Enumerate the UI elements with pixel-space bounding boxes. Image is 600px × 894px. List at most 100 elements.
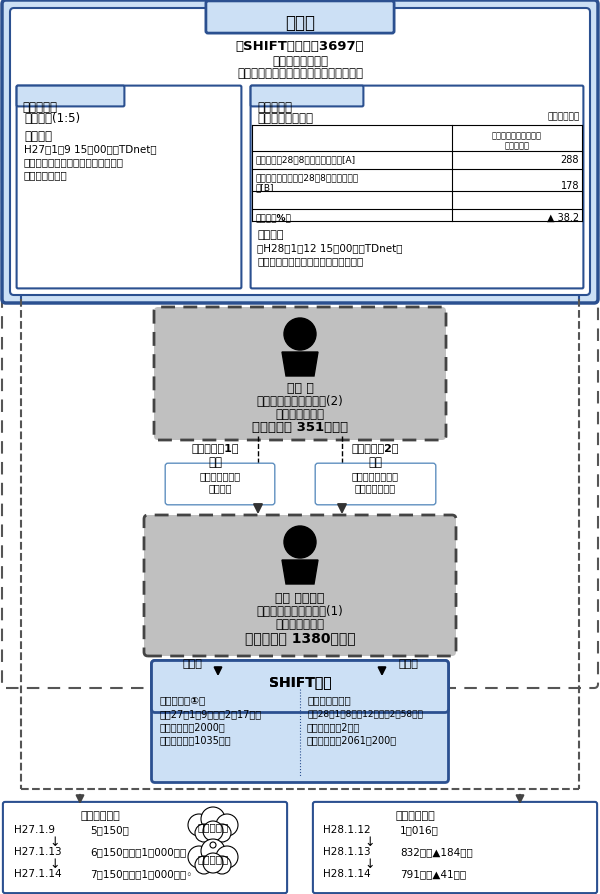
Text: ↓: ↓ — [50, 835, 60, 848]
FancyBboxPatch shape — [151, 661, 449, 713]
Circle shape — [195, 824, 213, 842]
Text: 【重要事実1】: 【重要事実1】 — [191, 443, 239, 452]
Text: 売付株数：2万株: 売付株数：2万株 — [307, 721, 360, 731]
Text: 「株式分割及び定款の一部変更に関: 「株式分割及び定款の一部変更に関 — [24, 156, 124, 167]
FancyBboxPatch shape — [17, 87, 124, 107]
Text: 「業績予想の修正に関するお知らせ」: 「業績予想の修正に関するお知らせ」 — [257, 256, 363, 266]
Text: 目的なし: 目的なし — [208, 483, 232, 493]
Text: ↓: ↓ — [365, 835, 375, 848]
Text: H27.1.9: H27.1.9 — [14, 824, 55, 834]
Circle shape — [188, 814, 210, 836]
FancyBboxPatch shape — [2, 1, 598, 688]
Text: ストップ高: ストップ高 — [197, 853, 229, 863]
Text: 5，150円: 5，150円 — [90, 824, 129, 834]
Circle shape — [216, 814, 238, 836]
Text: 単位：百万円: 単位：百万円 — [548, 112, 580, 121]
Text: 【違反行為２】: 【違反行為２】 — [307, 695, 351, 704]
Circle shape — [188, 846, 210, 868]
Text: 重要事実１: 重要事実１ — [22, 101, 57, 114]
Text: させる目的あり: させる目的あり — [355, 483, 395, 493]
Text: 株式分割(1:5): 株式分割(1:5) — [24, 112, 80, 125]
Circle shape — [201, 807, 225, 831]
Text: 売付け: 売付け — [398, 658, 418, 668]
Text: ストップ高: ストップ高 — [197, 821, 229, 831]
Circle shape — [210, 842, 216, 848]
FancyBboxPatch shape — [17, 87, 241, 289]
Text: 売付価額：2061万200円: 売付価額：2061万200円 — [307, 734, 397, 744]
Circle shape — [201, 839, 225, 863]
Text: 値[B]: 値[B] — [256, 182, 275, 192]
Text: 7，150円（＋1，000円）◦: 7，150円（＋1，000円）◦ — [90, 868, 193, 878]
Text: 買付け: 買付け — [182, 658, 202, 668]
Text: 178: 178 — [560, 181, 579, 190]
Text: H28.1.12: H28.1.12 — [323, 824, 371, 834]
FancyBboxPatch shape — [10, 9, 590, 296]
Circle shape — [213, 856, 231, 874]
Text: 課徴金納付命令対象者(2): 課徴金納付命令対象者(2) — [257, 394, 343, 408]
Text: 【株価推移】: 【株価推移】 — [395, 810, 435, 820]
FancyBboxPatch shape — [2, 1, 598, 304]
Text: （情報伝達者）: （情報伝達者） — [275, 408, 325, 420]
Text: SHIFT株式: SHIFT株式 — [269, 674, 331, 688]
Text: H28.1.13: H28.1.13 — [323, 846, 371, 856]
Text: 直近の平成28年8月期業績予想値[A]: 直近の平成28年8月期業績予想値[A] — [256, 155, 356, 164]
Polygon shape — [282, 561, 318, 585]
Text: 課徴金納付命令対象者(1): 課徴金納付命令対象者(1) — [257, 604, 343, 618]
Text: 【公表】: 【公表】 — [24, 130, 52, 143]
Circle shape — [203, 821, 223, 841]
Polygon shape — [282, 352, 318, 376]
Text: H28.1.14: H28.1.14 — [323, 868, 371, 878]
Text: SHIFT株式: SHIFT株式 — [269, 674, 331, 688]
Text: 伝達: 伝達 — [368, 455, 382, 468]
Text: ↓: ↓ — [365, 857, 375, 870]
Text: 買付価額：1035万円: 買付価額：1035万円 — [160, 734, 232, 744]
Circle shape — [284, 527, 316, 559]
Text: 【課徴金額 351万円】: 【課徴金額 351万円】 — [252, 420, 348, 434]
FancyBboxPatch shape — [144, 516, 456, 656]
Text: 1，016円: 1，016円 — [400, 824, 439, 834]
Text: 事業：ソフトウェアテストサービス事業: 事業：ソフトウェアテストサービス事業 — [237, 67, 363, 80]
Text: 6，150円（＋1，000円）: 6，150円（＋1，000円） — [90, 846, 186, 856]
Text: 【重要事実2】: 【重要事実2】 — [351, 443, 399, 452]
Text: 増減率（%）: 増減率（%） — [256, 213, 292, 222]
FancyBboxPatch shape — [165, 464, 275, 505]
Text: H28．1．12 15：00　（TDnet）: H28．1．12 15：00 （TDnet） — [257, 243, 403, 253]
Text: 重要事実２: 重要事実２ — [257, 101, 292, 114]
Text: 【公表】: 【公表】 — [257, 230, 284, 240]
FancyBboxPatch shape — [3, 802, 287, 893]
FancyBboxPatch shape — [251, 87, 364, 107]
Text: ㈱SHIFT（東マ：3697）: ㈱SHIFT（東マ：3697） — [236, 40, 364, 53]
FancyBboxPatch shape — [313, 802, 597, 893]
Text: 役員 甲: 役員 甲 — [287, 382, 313, 394]
Circle shape — [284, 318, 316, 350]
Text: H27.1.13: H27.1.13 — [14, 846, 62, 856]
Text: 832円（▲184円）: 832円（▲184円） — [400, 846, 473, 856]
Text: 【課徴金額 1380万円】: 【課徴金額 1380万円】 — [245, 630, 355, 645]
Circle shape — [195, 856, 213, 874]
FancyBboxPatch shape — [251, 87, 583, 289]
Text: 買付株数：2000株: 買付株数：2000株 — [160, 721, 226, 731]
Text: 役員 甲の知人: 役員 甲の知人 — [275, 591, 325, 604]
Text: H27．1．9 15：00　（TDnet）: H27．1．9 15：00 （TDnet） — [24, 144, 157, 154]
Text: 【違反行為①】: 【違反行為①】 — [160, 695, 206, 704]
FancyBboxPatch shape — [151, 661, 449, 782]
Circle shape — [216, 846, 238, 868]
FancyBboxPatch shape — [206, 2, 394, 34]
Text: 288: 288 — [560, 155, 579, 164]
Text: 平成28年1月8日〜12日午後2時58分頃: 平成28年1月8日〜12日午後2時58分頃 — [307, 708, 423, 717]
Text: （情報受領者）: （情報受領者） — [275, 618, 325, 630]
Text: 当期純利益: 当期純利益 — [505, 141, 530, 150]
Text: 791円（▲41円）: 791円（▲41円） — [400, 868, 466, 878]
Text: 【株価推移】: 【株価推移】 — [80, 810, 120, 820]
Text: 利益を得させる: 利益を得させる — [199, 470, 241, 480]
Circle shape — [203, 853, 223, 873]
Text: 純利益の下方修正: 純利益の下方修正 — [257, 112, 313, 125]
Text: 発行体: 発行体 — [285, 14, 315, 32]
Text: H27.1.14: H27.1.14 — [14, 868, 62, 878]
Text: 損失の発生を回避: 損失の発生を回避 — [352, 470, 398, 480]
Text: 伝達: 伝達 — [208, 455, 222, 468]
Text: 新たに算出した平成28年8月期業績予想: 新たに算出した平成28年8月期業績予想 — [256, 173, 359, 181]
Text: 平成27年1月9日午後2時17分頃: 平成27年1月9日午後2時17分頃 — [160, 708, 262, 718]
Text: するお知らせ」: するお知らせ」 — [24, 170, 68, 180]
Text: 本店：東京都港区: 本店：東京都港区 — [272, 55, 328, 68]
